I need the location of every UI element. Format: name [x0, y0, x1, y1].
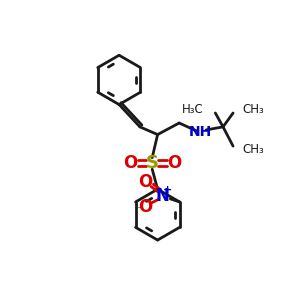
Text: O: O [167, 154, 182, 172]
Text: O: O [139, 173, 153, 191]
Text: O: O [123, 154, 137, 172]
Text: S: S [146, 154, 159, 172]
Text: ⁻: ⁻ [136, 205, 143, 218]
Text: H₃C: H₃C [182, 103, 204, 116]
Text: +: + [163, 185, 172, 195]
Text: CH₃: CH₃ [242, 143, 264, 157]
Text: NH: NH [188, 125, 212, 139]
Text: CH₃: CH₃ [242, 103, 264, 116]
Text: O: O [139, 198, 153, 216]
Text: N: N [156, 187, 170, 205]
